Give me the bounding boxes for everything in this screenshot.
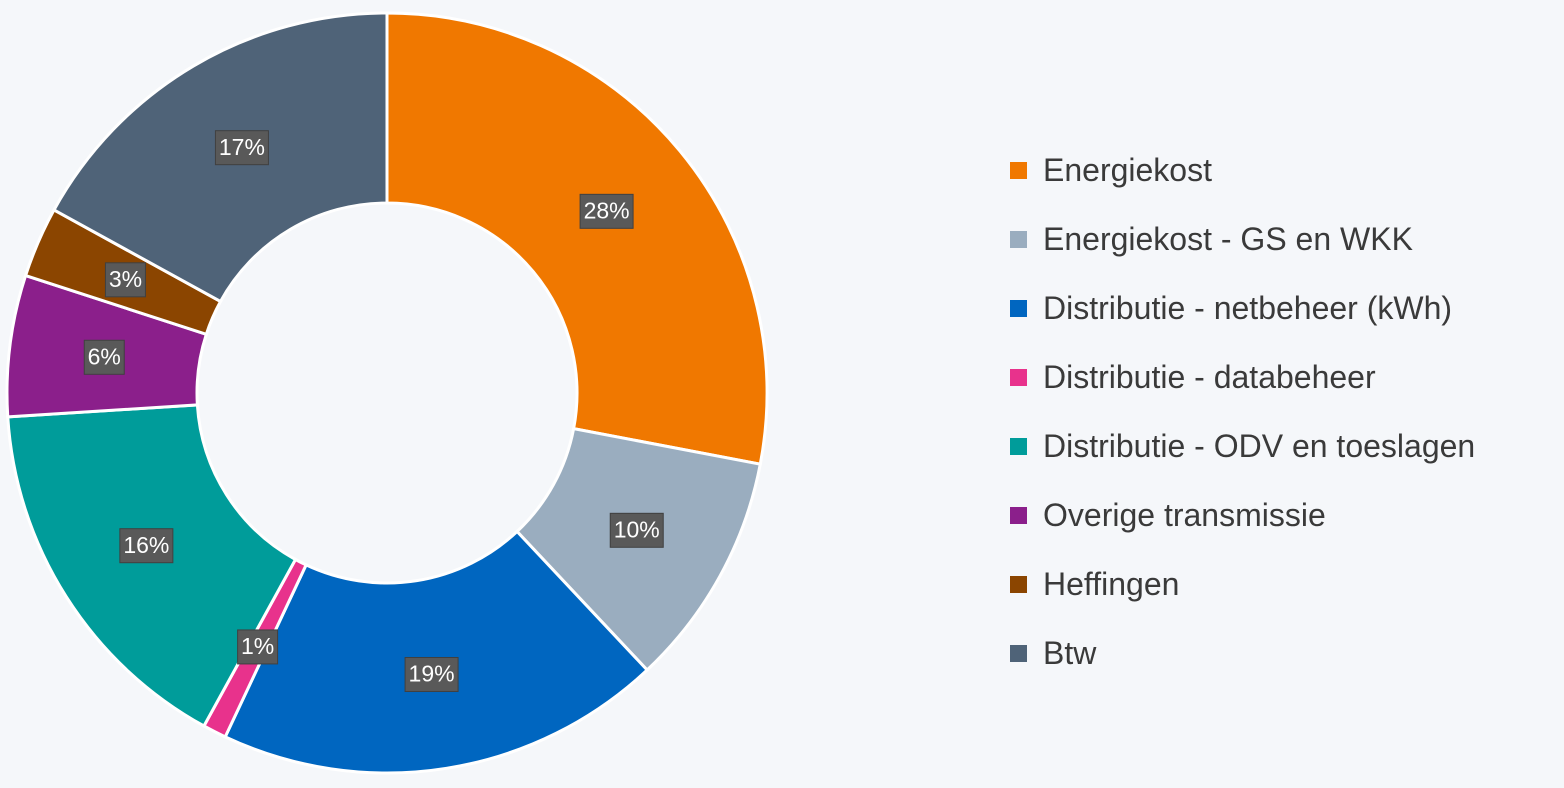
legend-swatch <box>1010 576 1027 593</box>
legend-label: Overige transmissie <box>1043 497 1326 533</box>
data-label-text: 6% <box>88 343 121 369</box>
legend-item-heffingen: Heffingen <box>1010 550 1475 619</box>
legend-item-energiekost-gs-en-wkk: Energiekost - GS en WKK <box>1010 205 1475 274</box>
legend-swatch <box>1010 300 1027 317</box>
legend: Energiekost Energiekost - GS en WKK Distri… <box>1010 136 1475 688</box>
data-label-text: 1% <box>241 633 274 659</box>
legend-label: Distributie - ODV en toeslagen <box>1043 428 1476 464</box>
legend-swatch <box>1010 507 1027 524</box>
legend-label: Distributie - databeheer <box>1043 359 1376 395</box>
data-label-overige-transmissie: 6% <box>83 339 125 375</box>
legend-swatch <box>1010 438 1027 455</box>
data-label-heffingen: 3% <box>104 262 146 298</box>
data-label-text: 3% <box>109 266 142 292</box>
legend-swatch <box>1010 231 1027 248</box>
legend-item-energiekost: Energiekost <box>1010 136 1475 205</box>
legend-label: Energiekost - GS en WKK <box>1043 221 1413 257</box>
legend-swatch <box>1010 645 1027 662</box>
data-label-box <box>104 262 146 298</box>
data-label-box <box>609 512 664 548</box>
data-label-box <box>119 528 174 564</box>
legend-label: Distributie - netbeheer (kWh) <box>1043 290 1453 326</box>
legend-label: Energiekost <box>1043 152 1212 188</box>
data-label-text: 16% <box>123 532 169 558</box>
data-label-energiekost-gs-en-wkk: 10% <box>609 512 664 548</box>
data-label-box <box>579 193 634 229</box>
data-label-box <box>237 629 279 665</box>
donut-slices <box>5 11 769 775</box>
data-label-distributie-netbeheer-kwh: 19% <box>404 656 459 692</box>
legend-item-distributie-odv-en-toeslagen: Distributie - ODV en toeslagen <box>1010 412 1475 481</box>
legend-label: Heffingen <box>1043 566 1180 602</box>
legend-item-distributie-databeheer: Distributie - databeheer <box>1010 343 1475 412</box>
slice-distributie-netbeheer-kwh <box>223 529 650 775</box>
data-label-text: 19% <box>409 661 455 687</box>
data-label-box <box>214 130 269 166</box>
slice-energiekost <box>385 11 769 466</box>
data-label-text: 10% <box>614 516 660 542</box>
data-label-btw: 17% <box>214 130 269 166</box>
legend-item-btw: Btw <box>1010 619 1475 688</box>
data-label-distributie-odv-en-toeslagen: 16% <box>119 528 174 564</box>
data-label-text: 17% <box>219 134 265 160</box>
data-label-energiekost: 28% <box>579 193 634 229</box>
legend-item-overige-transmissie: Overige transmissie <box>1010 481 1475 550</box>
legend-swatch <box>1010 162 1027 179</box>
legend-swatch <box>1010 369 1027 386</box>
donut-chart: 28% 10% 19% 1% 16% 6% 3% 17% <box>5 11 769 775</box>
data-label-distributie-databeheer: 1% <box>237 629 279 665</box>
legend-item-distributie-netbeheer-kwh: Distributie - netbeheer (kWh) <box>1010 274 1475 343</box>
legend-label: Btw <box>1043 635 1097 671</box>
data-label-box <box>83 339 125 375</box>
data-label-box <box>404 656 459 692</box>
data-label-text: 28% <box>584 197 630 223</box>
slice-distributie-odv-en-toeslagen <box>6 403 298 729</box>
data-labels: 28% 10% 19% 1% 16% 6% 3% 17% <box>83 130 664 692</box>
